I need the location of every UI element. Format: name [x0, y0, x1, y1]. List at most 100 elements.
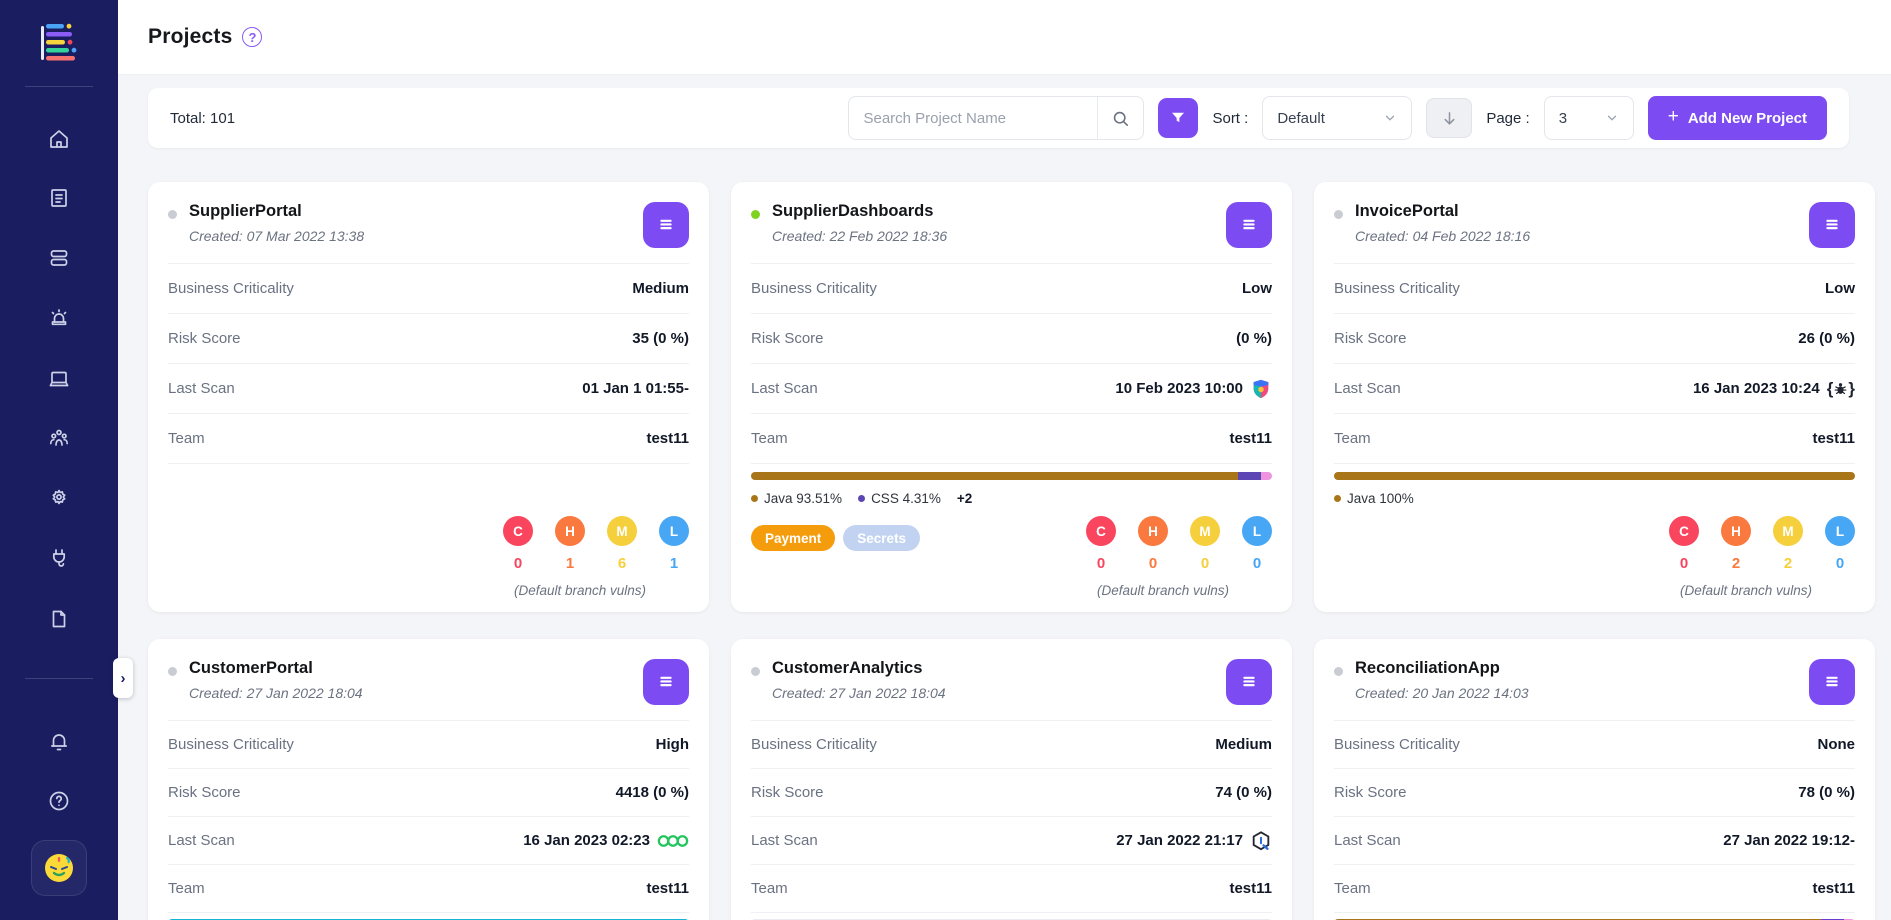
tag-badge: Secrets [843, 525, 921, 551]
card-field-row: Business Criticality Low [751, 264, 1272, 314]
field-value: 74 (0 %) [1215, 784, 1272, 801]
project-card[interactable]: SupplierDashboards Created: 22 Feb 2022 … [731, 182, 1292, 612]
field-label: Team [751, 430, 788, 447]
project-card[interactable]: InvoicePortal Created: 04 Feb 2022 18:16… [1314, 182, 1875, 612]
projects-toolbar: Total: 101 Sort : Default Page : 3 + Add… [148, 88, 1849, 148]
field-label: Business Criticality [1334, 736, 1460, 753]
sort-select[interactable]: Default [1262, 96, 1413, 140]
home-icon [50, 130, 68, 148]
app-logo-icon[interactable] [33, 16, 85, 68]
add-new-project-button[interactable]: + Add New Project [1647, 96, 1827, 140]
sidebar-expand-handle[interactable]: › [113, 658, 133, 698]
language-legend: Java 100% [1334, 491, 1855, 506]
filter-button[interactable] [1158, 98, 1199, 138]
sidebar-item-assets[interactable] [41, 361, 77, 397]
sidebar-item-teams[interactable] [41, 420, 77, 456]
sidebar-item-settings[interactable] [41, 480, 77, 516]
field-label: Risk Score [751, 330, 824, 347]
search-icon [1114, 111, 1129, 126]
plus-icon: + [1667, 106, 1679, 127]
hamburger-icon [1238, 213, 1260, 238]
file-icon [52, 610, 66, 628]
help-icon[interactable]: ? [242, 27, 263, 47]
page-title: Projects [148, 25, 233, 48]
field-value: test11 [1229, 430, 1272, 447]
project-name: SupplierDashboards [772, 202, 934, 220]
search-input[interactable] [849, 109, 1098, 127]
severity-circle: L [1242, 516, 1272, 546]
project-card[interactable]: ReconciliationApp Created: 20 Jan 2022 1… [1314, 639, 1875, 920]
page-select-value: 3 [1558, 109, 1568, 127]
card-menu-button[interactable] [1809, 659, 1855, 705]
field-label: Team [751, 880, 788, 897]
card-fields: Business Criticality Low Risk Score (0 %… [751, 263, 1272, 464]
card-field-row: Last Scan 16 Jan 2023 02:23 [168, 817, 689, 865]
card-menu-button[interactable] [1226, 202, 1272, 248]
project-card[interactable]: CustomerAnalytics Created: 27 Jan 2022 1… [731, 639, 1292, 920]
severity-circle: C [503, 516, 533, 546]
field-value: test11 [646, 430, 689, 447]
field-label: Team [168, 430, 205, 447]
severity-circle: H [555, 516, 585, 546]
sidebar-item-help[interactable] [41, 783, 77, 819]
language-extra-count: +2 [956, 491, 973, 506]
severity-circle: L [1825, 516, 1855, 546]
severity-count: 0 [1679, 555, 1689, 572]
project-card[interactable]: CustomerPortal Created: 27 Jan 2022 18:0… [148, 639, 709, 920]
card-field-row: Risk Score 35 (0 %) [168, 314, 689, 364]
project-name: SupplierPortal [189, 202, 302, 220]
severity-block: C H M L 0 1 6 1 (Default branch vulns) [471, 516, 689, 598]
project-created: Created: 27 Jan 2022 18:04 [772, 685, 946, 701]
card-field-row: Team test11 [168, 414, 689, 464]
shield-multicolor-icon [1250, 378, 1272, 400]
card-field-row: Business Criticality Medium [751, 721, 1272, 769]
card-field-row: Last Scan 10 Feb 2023 10:00 [751, 364, 1272, 414]
card-menu-button[interactable] [1226, 659, 1272, 705]
sidebar-item-alerts[interactable] [41, 300, 77, 336]
sidebar-item-reports[interactable] [41, 180, 77, 216]
sidebar-item-home[interactable] [41, 121, 77, 157]
card-field-row: Risk Score (0 %) [751, 314, 1272, 364]
sort-direction-button[interactable] [1426, 98, 1473, 138]
field-label: Risk Score [751, 784, 824, 801]
settings-icon [52, 489, 66, 505]
page-label: Page : [1486, 109, 1530, 127]
field-value: Low [1242, 280, 1272, 297]
total-count: Total: 101 [170, 109, 236, 127]
page-select[interactable]: 3 [1543, 96, 1634, 140]
field-value: 4418 (0 %) [615, 784, 689, 801]
severity-circle: M [1190, 516, 1220, 546]
field-label: Business Criticality [168, 280, 294, 297]
field-label: Business Criticality [168, 736, 294, 753]
card-field-row: Last Scan 01 Jan 1 01:55- [168, 364, 689, 414]
card-field-row: Last Scan 27 Jan 2022 21:17 [751, 817, 1272, 865]
user-avatar[interactable] [31, 840, 87, 896]
card-menu-button[interactable] [643, 202, 689, 248]
severity-count: 0 [1252, 555, 1262, 572]
field-label: Last Scan [168, 832, 235, 849]
project-created: Created: 04 Feb 2022 18:16 [1355, 228, 1531, 244]
sidebar-item-integrations[interactable] [41, 540, 77, 576]
severity-count: 0 [1148, 555, 1158, 572]
search-button[interactable] [1097, 97, 1143, 139]
sidebar-item-scans[interactable] [41, 240, 77, 276]
project-card[interactable]: SupplierPortal Created: 07 Mar 2022 13:3… [148, 182, 709, 612]
card-header: CustomerAnalytics Created: 27 Jan 2022 1… [751, 639, 1272, 720]
field-label: Last Scan [1334, 380, 1401, 397]
card-menu-button[interactable] [643, 659, 689, 705]
field-label: Last Scan [168, 380, 235, 397]
card-fields: Business Criticality Medium Risk Score 7… [751, 720, 1272, 913]
card-field-row: Last Scan 27 Jan 2022 19:12- [1334, 817, 1855, 865]
field-label: Last Scan [751, 380, 818, 397]
severity-block: C H M L 0 0 0 0 (Default branch vulns) [1054, 516, 1272, 598]
severity-circle: C [1669, 516, 1699, 546]
card-menu-button[interactable] [1809, 202, 1855, 248]
sidebar-item-documents[interactable] [41, 601, 77, 637]
sidebar-item-notifications[interactable] [41, 724, 77, 760]
language-bar [1334, 472, 1855, 480]
field-label: Business Criticality [1334, 280, 1460, 297]
severity-circle: C [1086, 516, 1116, 546]
status-dot [168, 210, 177, 219]
hamburger-icon [655, 213, 677, 238]
card-field-row: Business Criticality None [1334, 721, 1855, 769]
